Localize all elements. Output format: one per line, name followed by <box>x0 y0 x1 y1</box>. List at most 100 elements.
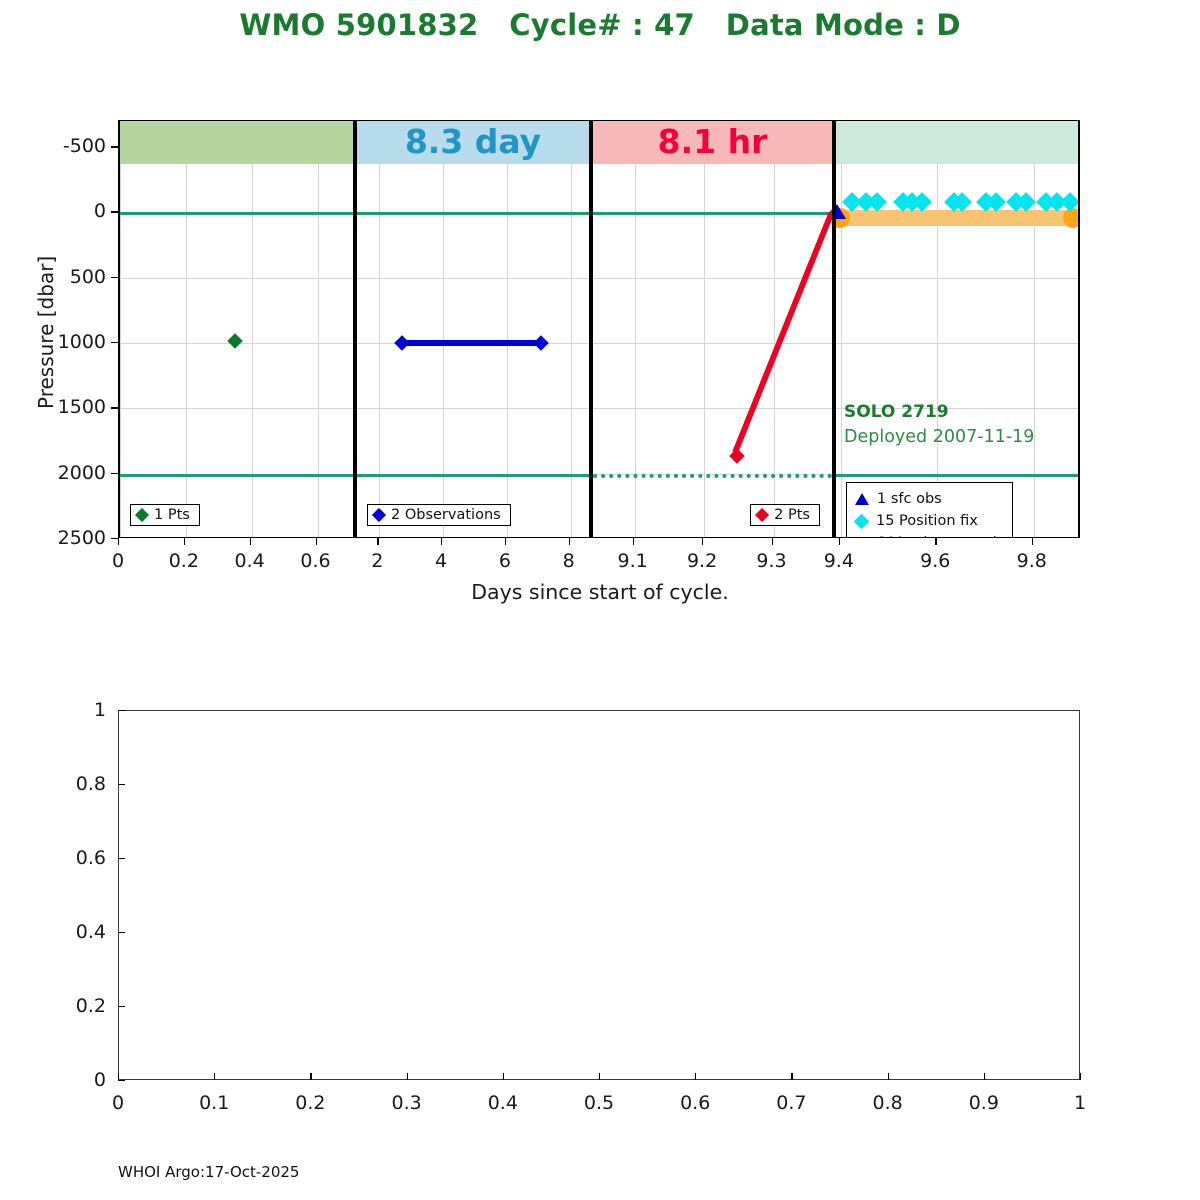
x-tick-label: 6 <box>498 550 511 572</box>
gridline-v <box>570 121 572 537</box>
bottom-x-tickmark <box>983 1073 986 1080</box>
phase-duration-drift: 8.3 day <box>404 122 542 161</box>
bottom-x-tick-label: 1 <box>1073 1092 1087 1114</box>
gridline-h <box>593 343 832 345</box>
x-tick-label: 0.6 <box>300 550 331 572</box>
reference-line-2000 <box>836 473 1078 477</box>
bottom-x-tick-label: 0.2 <box>295 1092 326 1114</box>
secondary-empty-axes <box>118 710 1080 1080</box>
sublegend-drift: 2 Observations <box>367 503 511 527</box>
y-tick-label: 2000 <box>57 461 106 484</box>
x-tickmark <box>1031 538 1034 545</box>
x-tickmark <box>771 538 773 545</box>
x-tick-label: 4 <box>435 550 448 572</box>
footer-credit: WHOI Argo:17-Oct-2025 <box>118 1163 300 1181</box>
float-id-annotation: SOLO 2719 <box>844 402 949 423</box>
x-tickmark <box>568 538 571 545</box>
x-tick-label: 0.2 <box>168 550 199 572</box>
y-tickmark <box>111 472 118 475</box>
bottom-x-tick-label: 0.4 <box>487 1092 518 1114</box>
sublegend-ascent: 2 Pts <box>750 503 820 527</box>
gridline-v <box>379 121 381 537</box>
gridline-h <box>836 343 1078 345</box>
legend-label: 800 min transmit <box>877 532 1002 537</box>
gridline-h <box>593 408 832 410</box>
sublegend-label: 2 Pts <box>774 506 810 523</box>
x-tick-label: 0 <box>111 550 125 572</box>
gridline-v <box>840 121 842 537</box>
gridline-v <box>506 121 508 537</box>
bottom-x-tickmark <box>695 1073 697 1080</box>
y-tick-label: 1500 <box>57 396 106 419</box>
gridline-h <box>357 408 589 410</box>
bottom-x-tickmark <box>214 1073 216 1080</box>
bottom-x-tickmark <box>791 1073 793 1080</box>
x-tickmark <box>838 538 841 545</box>
bottom-y-tick-label: 0.2 <box>75 995 106 1017</box>
deployment-date-annotation: Deployed 2007-11-19 <box>844 427 1035 448</box>
x-tick-label: 9.8 <box>1016 550 1047 572</box>
position-fix-marker <box>867 192 888 212</box>
bottom-x-tick-label: 0.1 <box>199 1092 230 1114</box>
gridline-v <box>317 121 319 537</box>
sublegend-label: 1 Pts <box>154 506 190 523</box>
reference-line-0 <box>120 212 353 216</box>
gridline-v <box>185 121 187 537</box>
y-tick-label: 0 <box>93 200 106 223</box>
reference-line-2000 <box>357 473 589 477</box>
gridline-v <box>251 121 253 537</box>
sfc-obs-marker <box>836 204 846 220</box>
bottom-x-tickmark <box>887 1073 889 1080</box>
phase-banner-surface <box>836 121 1078 164</box>
bottom-y-tick-label: 1 <box>93 699 106 721</box>
legend-label: 15 Position fix <box>876 512 978 529</box>
bottom-x-tick-label: 0.7 <box>776 1092 807 1114</box>
transmit-marker <box>1063 208 1078 229</box>
x-tickmark <box>118 538 120 545</box>
legend-circle-icon <box>855 536 869 537</box>
x-tickmark <box>377 538 379 545</box>
x-tick-label: 9.4 <box>823 550 854 572</box>
y-tick-label: -500 <box>62 135 106 158</box>
bottom-x-tick-label: 0.6 <box>680 1092 711 1114</box>
x-tick-label: 9.1 <box>617 550 648 572</box>
y-tickmark <box>111 211 118 213</box>
y-tick-label: 500 <box>69 265 106 288</box>
drift-track-line <box>402 340 541 347</box>
bottom-x-tickmark <box>310 1073 312 1080</box>
gridline-v <box>704 121 706 537</box>
reference-line-0 <box>593 212 832 216</box>
y-tick-label: 2500 <box>57 527 106 549</box>
y-tickmark <box>111 538 118 540</box>
sublegend-label: 2 Observations <box>391 506 501 523</box>
bottom-y-tick-label: 0.4 <box>75 921 106 943</box>
y-tick-label: 1000 <box>57 331 106 354</box>
reference-line-2000 <box>120 473 353 477</box>
gridline-h <box>357 277 589 279</box>
phase-banner-descent <box>120 121 353 164</box>
y-tickmark <box>111 276 118 279</box>
y-tickmark <box>111 342 118 344</box>
x-tickmark <box>441 538 443 545</box>
x-tickmark <box>183 538 186 545</box>
phase-banner-ascent <box>593 121 832 164</box>
sublegend-diamond-icon <box>755 507 770 523</box>
phase-panel-descent: Descent Phase1 Pts <box>118 120 355 538</box>
bottom-x-tick-label: 0.5 <box>583 1092 615 1114</box>
phase-panel-drift: 8.3 dayDrift2 Observations <box>355 120 591 538</box>
gridline-h <box>593 277 832 279</box>
y-tickmark <box>111 146 118 148</box>
x-tick-label: 9.3 <box>756 550 787 572</box>
legend-diamond-icon <box>853 513 870 529</box>
legend-item-1: 15 Position fix <box>853 510 1002 532</box>
reference-line-2000 <box>593 473 832 478</box>
bottom-x-tickmark <box>1080 1073 1082 1080</box>
x-tick-label: 8 <box>562 550 575 572</box>
gridline-v <box>937 121 939 537</box>
bottom-y-tickmark <box>118 784 125 786</box>
bottom-y-tickmark <box>118 932 125 934</box>
x-tickmark <box>935 538 937 545</box>
bottom-y-tick-label: 0.8 <box>75 773 106 795</box>
